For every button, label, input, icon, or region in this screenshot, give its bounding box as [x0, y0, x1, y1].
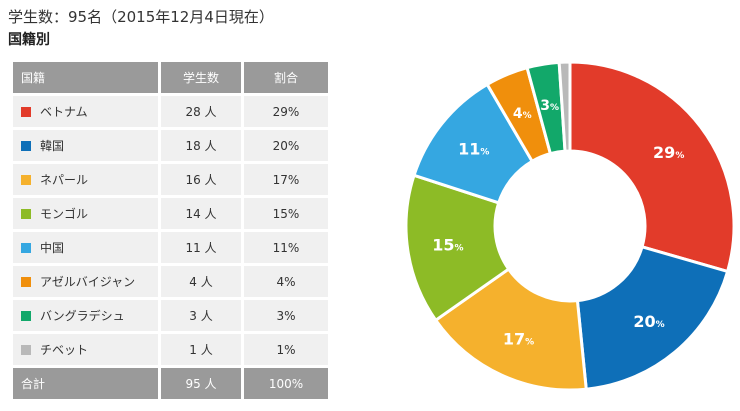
- row-pct: 17%: [244, 164, 328, 198]
- row-pct: 20%: [244, 130, 328, 164]
- row-name: 韓国: [40, 139, 65, 153]
- color-swatch: [21, 243, 31, 253]
- header-nationality: 国籍: [13, 62, 161, 96]
- row-count: 1 人: [161, 334, 244, 368]
- donut-slice: [557, 60, 572, 153]
- row-pct: 3%: [244, 300, 328, 334]
- row-name: チベット: [40, 343, 89, 357]
- row-nationality: ネパール: [13, 164, 161, 198]
- row-pct: 11%: [244, 232, 328, 266]
- donut-chart: 29% 20% 17% 15% 11% 4% 3%: [404, 60, 736, 392]
- slice-label: 20%: [633, 312, 664, 331]
- row-pct: 1%: [244, 334, 328, 368]
- row-nationality: 韓国: [13, 130, 161, 164]
- slice-label: 11%: [458, 140, 489, 159]
- table-row: バングラデシュ 3 人 3%: [13, 300, 328, 334]
- row-nationality: バングラデシュ: [13, 300, 161, 334]
- donut-slice: [433, 266, 588, 392]
- row-name: 中国: [40, 241, 65, 255]
- slice-label: 3%: [540, 98, 559, 114]
- row-count: 14 人: [161, 198, 244, 232]
- donut-slice: [575, 244, 730, 391]
- color-swatch: [21, 209, 31, 219]
- row-pct: 15%: [244, 198, 328, 232]
- donut-slice: [404, 173, 511, 323]
- slice-label: 4%: [513, 106, 532, 122]
- row-name: ネパール: [40, 173, 89, 187]
- table-row: アゼルバイジャン 4 人 4%: [13, 266, 328, 300]
- row-nationality: チベット: [13, 334, 161, 368]
- color-swatch: [21, 311, 31, 321]
- table-row: チベット 1 人 1%: [13, 334, 328, 368]
- table-row: 中国 11 人 11%: [13, 232, 328, 266]
- row-name: ベトナム: [40, 105, 88, 119]
- header-count: 学生数: [161, 62, 244, 96]
- row-name: バングラデシュ: [40, 309, 125, 323]
- slice-label: 15%: [432, 235, 463, 254]
- table-total-row: 合計 95 人 100%: [13, 368, 328, 402]
- row-count: 28 人: [161, 96, 244, 130]
- header-ratio: 割合: [244, 62, 328, 96]
- table-row: ネパール 16 人 17%: [13, 164, 328, 198]
- row-count: 18 人: [161, 130, 244, 164]
- table-row: 韓国 18 人 20%: [13, 130, 328, 164]
- row-nationality: モンゴル: [13, 198, 161, 232]
- row-pct: 29%: [244, 96, 328, 130]
- row-name: アゼルバイジャン: [40, 275, 136, 289]
- color-swatch: [21, 345, 31, 355]
- row-count: 4 人: [161, 266, 244, 300]
- table-row: ベトナム 28 人 29%: [13, 96, 328, 130]
- row-nationality: アゼルバイジャン: [13, 266, 161, 300]
- row-pct: 4%: [244, 266, 328, 300]
- color-swatch: [21, 277, 31, 287]
- row-nationality: 中国: [13, 232, 161, 266]
- slice-label: 29%: [653, 143, 684, 162]
- total-count: 95 人: [161, 368, 244, 402]
- total-label: 合計: [13, 368, 161, 402]
- row-name: モンゴル: [40, 207, 89, 221]
- donut-slice: [568, 60, 736, 274]
- row-count: 11 人: [161, 232, 244, 266]
- nationality-table: 国籍 学生数 割合 ベトナム 28 人 29% 韓国 18 人 20% ネパール 16 人 17…: [13, 62, 328, 402]
- color-swatch: [21, 141, 31, 151]
- slice-label: 17%: [503, 329, 534, 348]
- color-swatch: [21, 107, 31, 117]
- row-count: 3 人: [161, 300, 244, 334]
- total-pct: 100%: [244, 368, 328, 402]
- section-title: 国籍別: [8, 32, 50, 48]
- row-count: 16 人: [161, 164, 244, 198]
- table-row: モンゴル 14 人 15%: [13, 198, 328, 232]
- row-nationality: ベトナム: [13, 96, 161, 130]
- color-swatch: [21, 175, 31, 185]
- table-header-row: 国籍 学生数 割合: [13, 62, 328, 96]
- page-title: 学生数：95名（2015年12月4日現在）: [8, 8, 274, 26]
